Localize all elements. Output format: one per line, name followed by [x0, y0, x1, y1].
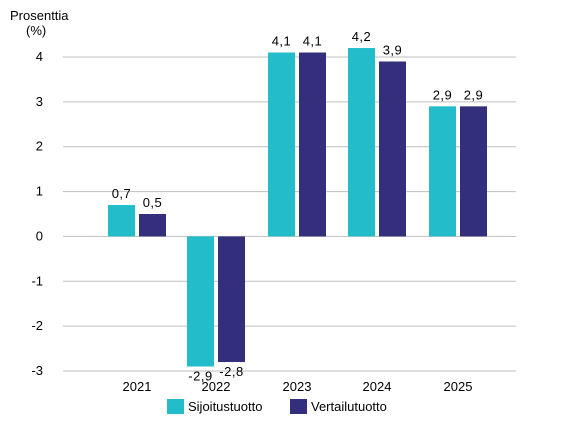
- legend-swatch-sijoitustuotto: [167, 399, 184, 414]
- data-label: 2,9: [433, 87, 453, 102]
- data-label: 4,1: [303, 34, 323, 49]
- bar-vertailutuotto-2022: [218, 236, 245, 363]
- data-label: 4,2: [352, 29, 372, 44]
- bar-sijoitustuotto-2022: [187, 236, 214, 367]
- x-tick-labels: 2021 2022 2023 2024 2025: [123, 379, 473, 394]
- data-label: 0,5: [143, 195, 163, 210]
- legend-label-sijoitustuotto: Sijoitustuotto: [188, 399, 262, 414]
- y-tick-labels: 4 3 2 1 0 -1 -2 -3: [31, 49, 43, 378]
- x-tick-label: 2021: [123, 379, 152, 394]
- data-label: 4,1: [272, 34, 292, 49]
- bars: [108, 48, 487, 367]
- bar-sijoitustuotto-2025: [429, 106, 456, 237]
- x-tick-label: 2022: [202, 379, 231, 394]
- y-tick-label: 1: [36, 184, 43, 199]
- y-tick-label: 2: [36, 139, 43, 154]
- bar-sijoitustuotto-2021: [108, 205, 135, 237]
- y-tick-label: -2: [31, 318, 43, 333]
- bar-vertailutuotto-2023: [299, 52, 326, 237]
- legend-label-vertailutuotto: Vertailutuotto: [311, 399, 387, 414]
- bar-sijoitustuotto-2024: [348, 48, 375, 237]
- data-label: 2,9: [464, 87, 484, 102]
- y-tick-label: -3: [31, 363, 43, 378]
- bar-vertailutuotto-2021: [139, 214, 166, 237]
- data-label: 0,7: [112, 186, 132, 201]
- bar-vertailutuotto-2024: [379, 61, 406, 237]
- bar-vertailutuotto-2025: [460, 106, 487, 237]
- bar-sijoitustuotto-2023: [268, 52, 295, 237]
- y-tick-label: 4: [36, 49, 43, 64]
- y-tick-label: 0: [36, 228, 43, 243]
- y-axis-label-line1: Prosenttia: [10, 8, 69, 23]
- legend-swatch-vertailutuotto: [290, 399, 307, 414]
- data-label: -2,8: [219, 364, 243, 379]
- y-tick-label: 3: [36, 94, 43, 109]
- y-axis-label-line2: (%): [26, 23, 46, 38]
- x-tick-label: 2023: [283, 379, 312, 394]
- legend: Sijoitustuotto Vertailutuotto: [167, 399, 387, 414]
- y-tick-label: -1: [31, 273, 43, 288]
- x-tick-label: 2025: [444, 379, 473, 394]
- data-label: 3,9: [383, 42, 403, 57]
- x-tick-label: 2024: [363, 379, 392, 394]
- data-label: -2,9: [188, 369, 212, 384]
- data-labels: 0,7 0,5 -2,9 -2,8 4,1 4,1 4,2 3,9 2,9 2,9: [112, 29, 484, 384]
